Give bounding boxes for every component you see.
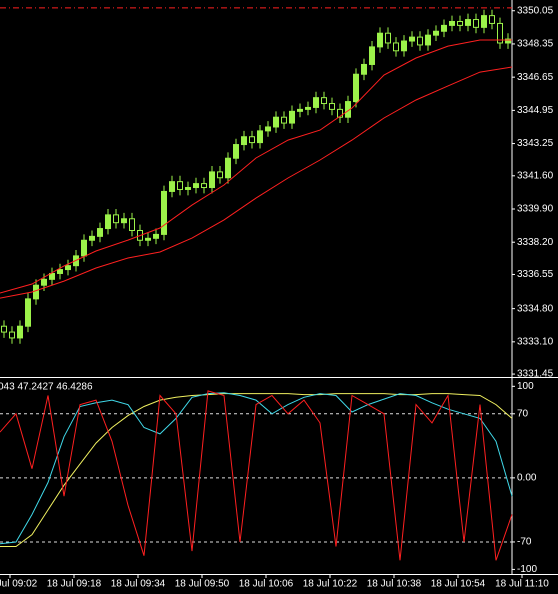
y-tick-label: 3346.65	[517, 72, 554, 83]
indicator-header: 043 47.2427 46.4286	[0, 382, 93, 393]
candle-body	[433, 30, 439, 36]
y-tick-label: 3338.20	[517, 237, 554, 248]
y-tick-label: 70	[517, 408, 529, 419]
y-tick-label: -100	[517, 564, 537, 575]
candle-body	[241, 136, 247, 146]
x-tick-label: 18 Jul 10:54	[431, 579, 486, 590]
candle-body	[161, 190, 167, 235]
candle-body	[353, 73, 359, 103]
x-tick-label: 18 Jul 11:10	[495, 579, 549, 590]
candle-body	[201, 183, 207, 189]
candle-body	[57, 269, 63, 274]
y-tick-label: 3348.35	[517, 39, 554, 50]
candle-body	[177, 181, 183, 190]
oscillator-line	[0, 392, 513, 545]
candle-body	[465, 19, 471, 26]
candle-body	[217, 171, 223, 179]
x-tick-label: 18 Jul 10:06	[239, 579, 294, 590]
candle-body	[113, 214, 119, 224]
y-tick-label: 3339.90	[517, 204, 554, 215]
y-tick-label: 100	[517, 381, 534, 392]
x-tick-label: 18 Jul 09:34	[111, 579, 166, 590]
candle-body	[233, 144, 239, 159]
candle-body	[185, 187, 191, 190]
candle-body	[377, 32, 383, 48]
candle-body	[17, 325, 23, 339]
y-tick-label: 3341.60	[517, 170, 554, 181]
candle-body	[145, 237, 151, 241]
moving-average	[0, 39, 512, 294]
candle-body	[393, 42, 399, 52]
y-tick-label: 3336.55	[517, 269, 554, 280]
candle-body	[121, 218, 127, 224]
candle-body	[49, 272, 55, 280]
candle-body	[369, 46, 375, 65]
y-tick-label: 3331.45	[517, 369, 554, 380]
y-tick-label: 3350.05	[517, 5, 554, 16]
y-tick-label: 3334.80	[517, 303, 554, 314]
candle-body	[25, 298, 31, 327]
candle-body	[225, 157, 231, 179]
candle-body	[425, 34, 431, 46]
candle-body	[97, 228, 103, 237]
candle-body	[281, 116, 287, 124]
candle-body	[313, 97, 319, 108]
candle-body	[409, 36, 415, 42]
candle-body	[289, 110, 295, 124]
candle-body	[193, 183, 199, 189]
candle-body	[129, 218, 135, 231]
candle-body	[209, 171, 215, 189]
candle-body	[273, 116, 279, 128]
candle-body	[89, 235, 95, 241]
x-tick-label: 18 Jul 09:50	[175, 579, 230, 590]
candle-body	[441, 24, 447, 32]
candle-body	[257, 130, 263, 144]
candle-body	[385, 32, 391, 44]
x-tick-label: 18 Jul 10:38	[367, 579, 422, 590]
candle-body	[449, 20, 455, 26]
candle-body	[305, 106, 311, 110]
candle-body	[457, 20, 463, 26]
candle-body	[417, 36, 423, 46]
y-tick-label: 0.00	[517, 473, 537, 484]
moving-average	[0, 66, 513, 299]
candle-body	[505, 38, 511, 44]
x-tick-label: 18 Jul 09:18	[47, 579, 102, 590]
candle-body	[489, 15, 495, 24]
oscillator-line	[0, 393, 513, 547]
candle-body	[153, 233, 159, 239]
candle-body	[473, 19, 479, 28]
candle-body	[329, 103, 335, 110]
candle-body	[105, 214, 111, 230]
x-tick-label: 18 Jul 10:22	[303, 579, 358, 590]
candle-body	[361, 63, 367, 75]
candle-body	[249, 136, 255, 144]
candle-body	[401, 40, 407, 52]
candle-body	[41, 278, 47, 286]
candle-body	[9, 331, 15, 339]
candle-body	[297, 108, 303, 112]
oscillator-line	[0, 390, 513, 561]
y-tick-label: 3344.95	[517, 105, 554, 116]
y-tick-label: 3333.10	[517, 336, 554, 347]
candle-body	[65, 265, 71, 271]
candle-body	[81, 239, 87, 257]
candle-body	[1, 325, 7, 333]
y-tick-label: 3343.25	[517, 138, 554, 149]
y-tick-label: -70	[517, 537, 532, 548]
x-tick-label: 18 Jul 09:02	[0, 579, 38, 590]
candle-body	[481, 15, 487, 28]
candle-body	[321, 97, 327, 105]
candle-body	[169, 181, 175, 192]
candle-body	[33, 284, 39, 300]
candle-body	[337, 108, 343, 118]
candle-body	[265, 126, 271, 132]
candle-body	[497, 22, 503, 44]
